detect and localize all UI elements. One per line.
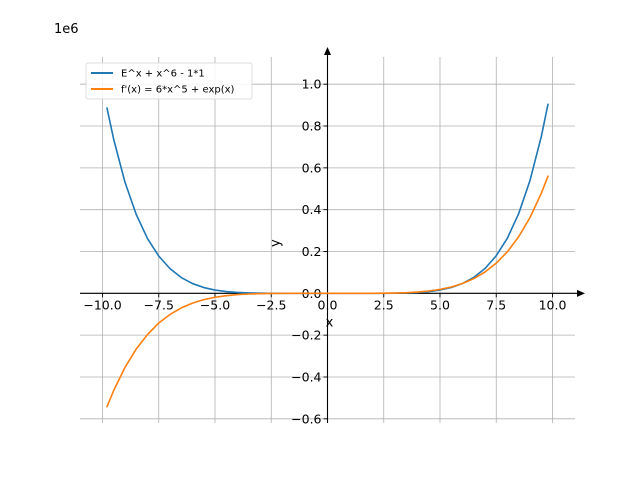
x-tick-label: 7.5 bbox=[486, 297, 506, 312]
y-offset-label: 1e6 bbox=[54, 22, 79, 37]
ticks: −10.0 −7.5 −5.0 −2.5 0.0 2.5 5.0 7.5 10.0 −0.6 −0.… bbox=[83, 77, 566, 427]
x-axis-arrow bbox=[577, 289, 585, 297]
y-tick-label: 0.2 bbox=[302, 244, 322, 259]
x-tick-label: 5.0 bbox=[430, 297, 450, 312]
legend-label-series-2: f'(x) = 6*x^5 + exp(x) bbox=[121, 85, 235, 96]
x-tick-label: −5.0 bbox=[200, 297, 230, 312]
legend-label-series-1: E^x + x^6 - 1*1 bbox=[121, 69, 205, 80]
x-tick-label: −10.0 bbox=[83, 297, 121, 312]
y-tick-label: −0.6 bbox=[291, 411, 321, 426]
x-tick-label: 0.0 bbox=[318, 297, 338, 312]
series-lines bbox=[106, 103, 549, 408]
y-axis-label: y bbox=[269, 239, 284, 247]
y-tick-label: 1.0 bbox=[302, 77, 322, 92]
x-tick-label: 10.0 bbox=[539, 297, 567, 312]
series-line-2 bbox=[106, 175, 549, 408]
x-tick-label: −7.5 bbox=[144, 297, 174, 312]
y-tick-label: −0.2 bbox=[291, 328, 321, 343]
y-tick-label: 0.4 bbox=[302, 202, 322, 217]
legend-box bbox=[85, 62, 253, 100]
x-axis-label: x bbox=[326, 315, 334, 330]
legend: E^x + x^6 - 1*1 f'(x) = 6*x^5 + exp(x) bbox=[85, 62, 253, 100]
y-tick-label: 0.6 bbox=[302, 160, 322, 175]
x-tick-label: −2.5 bbox=[256, 297, 286, 312]
y-tick-label: 0.8 bbox=[302, 119, 322, 134]
y-axis-arrow bbox=[324, 47, 331, 55]
y-tick-label: −0.4 bbox=[291, 369, 321, 384]
x-tick-label: 2.5 bbox=[374, 297, 394, 312]
